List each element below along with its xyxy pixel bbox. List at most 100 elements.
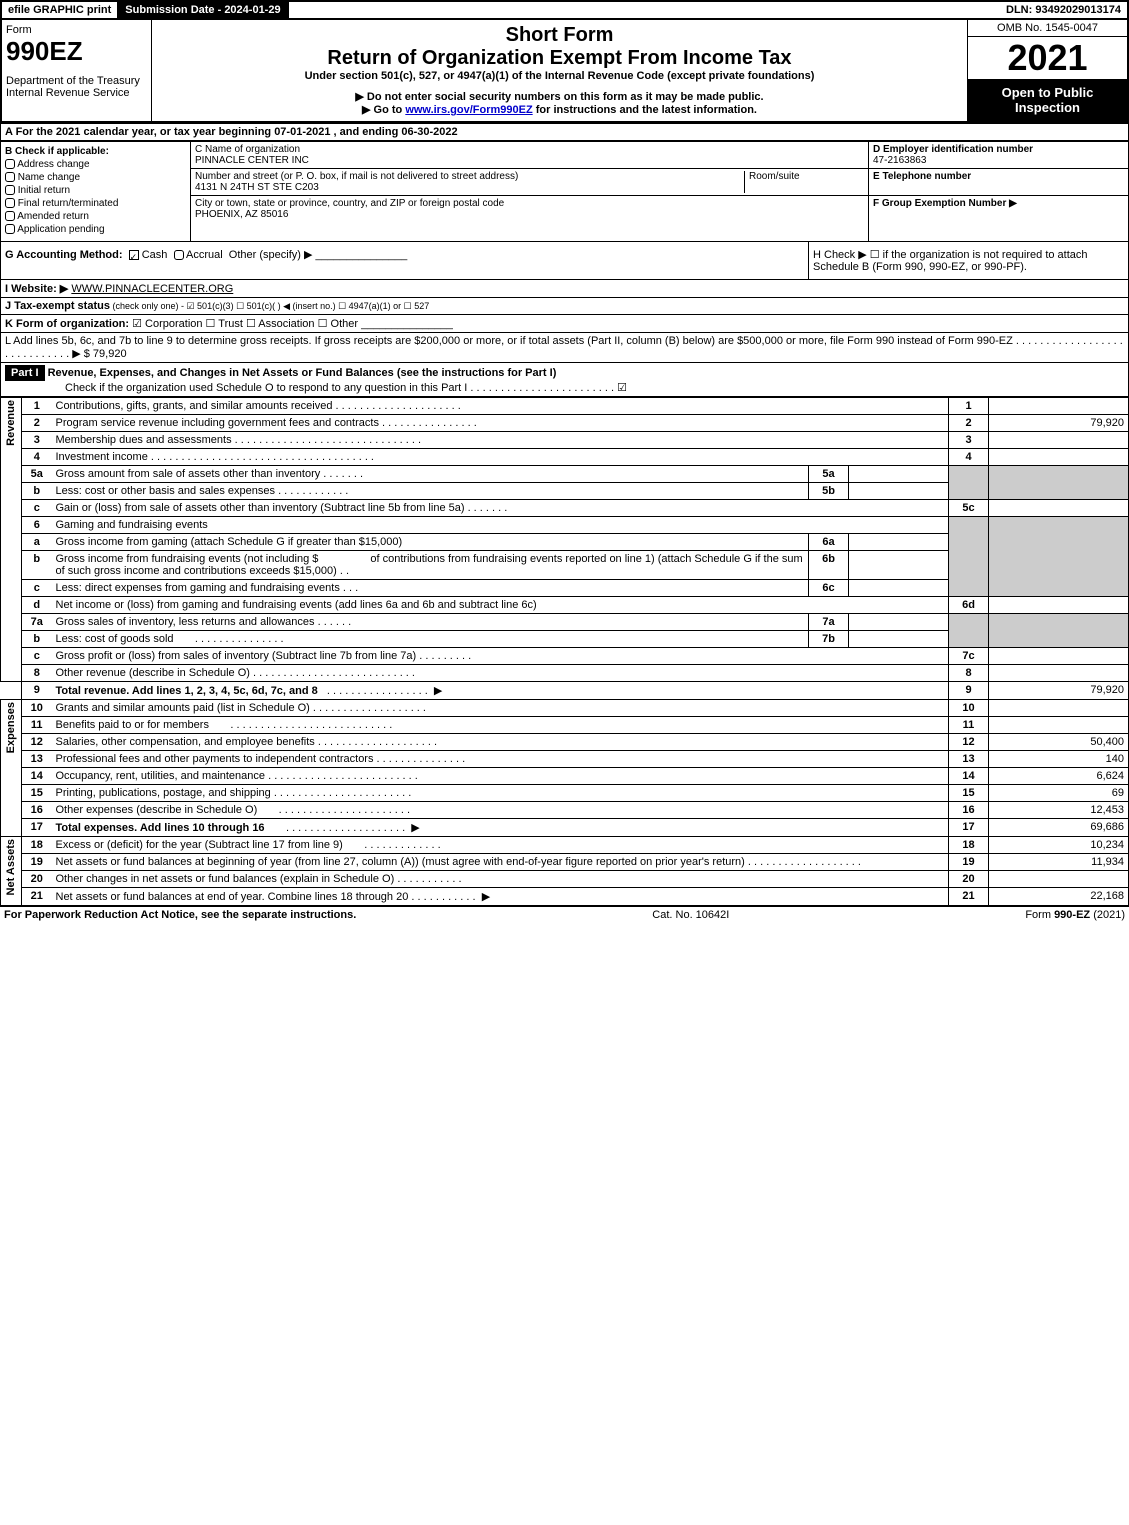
line-6-desc: Gaming and fundraising events [52,517,949,534]
line-15-amount: 69 [989,785,1129,802]
top-bar: efile GRAPHIC print Submission Date - 20… [0,0,1129,20]
line-11-amount [989,717,1129,734]
line-4-amount [989,449,1129,466]
line-10-col: 10 [949,700,989,717]
line-15-col: 15 [949,785,989,802]
website-value[interactable]: WWW.PINNACLECENTER.ORG [71,283,233,295]
line-7c-amount [989,648,1129,665]
line-15-num: 15 [22,785,52,802]
form-title: Return of Organization Exempt From Incom… [156,47,963,70]
line-7c-col: 7c [949,648,989,665]
org-name-label: C Name of organization [195,144,300,155]
form-number: 990EZ [6,36,147,67]
line-5c-desc: Gain or (loss) from sale of assets other… [52,500,949,517]
address-label: Number and street (or P. O. box, if mail… [195,171,518,182]
line-13-amount: 140 [989,751,1129,768]
line-9-col: 9 [949,682,989,700]
info-block: B Check if applicable: Address change Na… [0,141,1129,242]
line-10-amount [989,700,1129,717]
line-5b-desc: Less: cost or other basis and sales expe… [52,483,809,500]
section-g: G Accounting Method: Cash Accrual Other … [1,242,808,279]
line-13-num: 13 [22,751,52,768]
line-17-desc: Total expenses. Add lines 10 through 16 … [52,819,949,837]
section-k: K Form of organization: ☑ Corporation ☐ … [0,315,1129,333]
line-20-desc: Other changes in net assets or fund bala… [52,871,949,888]
line-20-amount [989,871,1129,888]
line-13-col: 13 [949,751,989,768]
line-12-col: 12 [949,734,989,751]
line-6a-subval [849,534,949,551]
line-8-amount [989,665,1129,682]
line-5b-subval [849,483,949,500]
form-word: Form [6,24,147,36]
line-6-num: 6 [22,517,52,534]
line-21-desc: Net assets or fund balances at end of ye… [52,888,949,906]
line-6b-sub: 6b [809,551,849,580]
footer-catno: Cat. No. 10642I [356,909,1025,921]
page-footer: For Paperwork Reduction Act Notice, see … [0,906,1129,923]
line-21-num: 21 [22,888,52,906]
line-3-num: 3 [22,432,52,449]
line-5-shaded-amt [989,466,1129,500]
line-18-desc: Excess or (deficit) for the year (Subtra… [52,837,949,854]
check-accrual[interactable] [174,250,184,260]
check-initial-return[interactable]: Initial return [5,185,186,196]
check-application-pending[interactable]: Application pending [5,224,186,235]
line-10-desc: Grants and similar amounts paid (list in… [52,700,949,717]
line-4-num: 4 [22,449,52,466]
form-header: Form 990EZ Department of the Treasury In… [0,20,1129,123]
line-5b-sub: 5b [809,483,849,500]
dln-number: DLN: 93492029013174 [1000,2,1127,18]
line-14-num: 14 [22,768,52,785]
part1-header: Part I [5,365,45,381]
line-2-amount: 79,920 [989,415,1129,432]
instruction-ssn: ▶ Do not enter social security numbers o… [156,90,963,103]
line-5c-amount [989,500,1129,517]
line-6c-num: c [22,580,52,597]
line-8-num: 8 [22,665,52,682]
check-cash[interactable] [129,250,139,260]
line-17-amount: 69,686 [989,819,1129,837]
line-14-amount: 6,624 [989,768,1129,785]
header-right: OMB No. 1545-0047 2021 Open to Public In… [967,20,1127,121]
line-2-desc: Program service revenue including govern… [52,415,949,432]
line-18-amount: 10,234 [989,837,1129,854]
line-6b-subval [849,551,949,580]
part1-check-instruction: Check if the organization used Schedule … [65,382,627,394]
line-21-col: 21 [949,888,989,906]
line-7b-desc: Less: cost of goods sold . . . . . . . .… [52,631,809,648]
line-20-col: 20 [949,871,989,888]
line-12-amount: 50,400 [989,734,1129,751]
line-5-shaded [949,466,989,500]
line-3-desc: Membership dues and assessments . . . . … [52,432,949,449]
line-4-desc: Investment income . . . . . . . . . . . … [52,449,949,466]
form-table: Revenue 1 Contributions, gifts, grants, … [0,397,1129,906]
line-18-col: 18 [949,837,989,854]
check-amended-return[interactable]: Amended return [5,211,186,222]
org-name-value: PINNACLE CENTER INC [195,155,309,166]
check-name-change[interactable]: Name change [5,172,186,183]
check-final-return[interactable]: Final return/terminated [5,198,186,209]
address-value: 4131 N 24TH ST STE C203 [195,182,319,193]
line-19-amount: 11,934 [989,854,1129,871]
section-gh: G Accounting Method: Cash Accrual Other … [0,242,1129,280]
line-1-desc: Contributions, gifts, grants, and simila… [52,398,949,415]
line-11-num: 11 [22,717,52,734]
line-6-shaded [949,517,989,597]
city-value: PHOENIX, AZ 85016 [195,209,288,220]
line-8-desc: Other revenue (describe in Schedule O) .… [52,665,949,682]
line-17-num: 17 [22,819,52,837]
line-19-col: 19 [949,854,989,871]
irs-link[interactable]: www.irs.gov/Form990EZ [405,104,532,116]
line-5a-desc: Gross amount from sale of assets other t… [52,466,809,483]
line-6d-amount [989,597,1129,614]
section-i: I Website: ▶ WWW.PINNACLECENTER.ORG [0,280,1129,298]
submission-date: Submission Date - 2024-01-29 [119,2,288,18]
side-label-revenue: Revenue [1,398,22,682]
efile-print[interactable]: efile GRAPHIC print [2,2,119,18]
line-11-desc: Benefits paid to or for members . . . . … [52,717,949,734]
check-address-change[interactable]: Address change [5,159,186,170]
line-16-amount: 12,453 [989,802,1129,819]
line-7a-num: 7a [22,614,52,631]
line-19-desc: Net assets or fund balances at beginning… [52,854,949,871]
